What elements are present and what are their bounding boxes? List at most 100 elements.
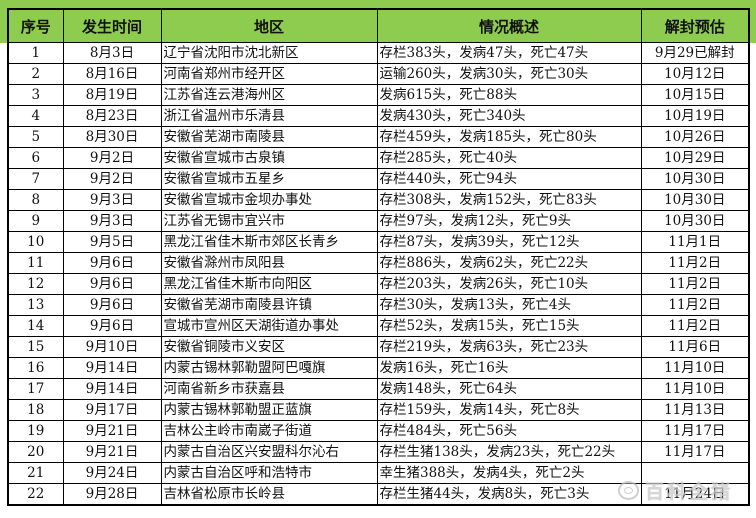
cell-region: 吉林省松原市长岭县 (160, 483, 378, 506)
cell-date: 9月5日 (62, 231, 162, 253)
cell-summary: 存栏87头，发病39头，死亡12头 (376, 231, 642, 253)
cell-date: 9月14日 (62, 378, 162, 400)
cell-date: 9月21日 (62, 420, 162, 442)
table-row: 15 9月10日 安徽省铜陵市义安区 存栏219头，发病63头，死亡23头 11月6日 (7, 336, 750, 358)
cell-estimate (640, 462, 750, 484)
cell-no: 19 (7, 420, 64, 442)
cell-no: 22 (7, 483, 64, 506)
cell-estimate: 9月29已解封 (640, 42, 750, 64)
cell-date: 9月28日 (62, 483, 162, 506)
table-row: 4 8月23日 浙江省温州市乐清县 发病430头，死亡340头 10月19日 (7, 105, 750, 127)
cell-region: 安徽省芜湖市南陵县 (160, 126, 378, 148)
cell-summary: 存栏159头，发病14头，死亡8头 (376, 399, 642, 421)
cell-no: 16 (7, 357, 64, 379)
table-row: 17 9月14日 河南省新乡市获嘉县 发病148头，死亡64头 11月10日 (7, 378, 750, 400)
cell-date: 9月24日 (62, 462, 162, 484)
cell-summary: 存栏440头，死亡94头 (376, 168, 642, 190)
cell-summary: 存栏285头，死亡40头 (376, 147, 642, 169)
cell-no: 13 (7, 294, 64, 316)
cell-summary: 存栏886头，发病62头，死亡22头 (376, 252, 642, 274)
cell-region: 河南省新乡市获嘉县 (160, 378, 378, 400)
cell-summary: 存栏459头，发病185头，死亡80头 (376, 126, 642, 148)
cell-no: 17 (7, 378, 64, 400)
cell-summary: 发病16头，死亡16头 (376, 357, 642, 379)
cell-summary: 存栏383头，发病47头，死亡47头 (376, 42, 642, 64)
table-row: 8 9月3日 安徽省宣城市金坝办事处 存栏308头，发病152头，死亡83头 10月30… (7, 189, 750, 211)
cell-estimate: 10月15日 (640, 84, 750, 106)
cell-date: 9月6日 (62, 294, 162, 316)
table-row: 2 8月16日 河南省郑州市经开区 运输260头，发病30头，死亡30头 10月12日 (7, 63, 750, 85)
cell-date: 8月23日 (62, 105, 162, 127)
table-row: 20 9月21日 内蒙古自治区兴安盟科尔沁右 存栏生猪138头，发病23头，死亡22头… (7, 441, 750, 463)
cell-summary: 存栏生猪138头，发病23头，死亡22头 (376, 441, 642, 463)
cell-estimate: 11月10日 (640, 357, 750, 379)
table-row: 3 8月19日 江苏省连云港海州区 发病615头，死亡88头 10月15日 (7, 84, 750, 106)
table-row: 12 9月6日 黑龙江省佳木斯市向阳区 存栏203头，发病26头，死亡10头 11月2日 (7, 273, 750, 295)
cell-summary: 发病430头，死亡340头 (376, 105, 642, 127)
cell-region: 安徽省宣城市金坝办事处 (160, 189, 378, 211)
cell-estimate: 10月30日 (640, 189, 750, 211)
cell-summary: 存栏30头，发病13头，死亡4头 (376, 294, 642, 316)
cell-no: 11 (7, 252, 64, 274)
cell-date: 9月17日 (62, 399, 162, 421)
table-row: 18 9月17日 内蒙古锡林郭勒盟正蓝旗 存栏159头，发病14头，死亡8头 11月13… (7, 399, 750, 421)
column-header-date: 发生时间 (62, 8, 162, 43)
column-header-no: 序号 (7, 8, 64, 43)
cell-date: 9月6日 (62, 315, 162, 337)
cell-region: 安徽省芜湖市南陵县许镇 (160, 294, 378, 316)
cell-summary: 存栏484头，死亡56头 (376, 420, 642, 442)
cell-no: 5 (7, 126, 64, 148)
cell-no: 14 (7, 315, 64, 337)
cell-region: 安徽省滁州市凤阳县 (160, 252, 378, 274)
column-header-summary: 情况概述 (376, 8, 642, 43)
cell-region: 江苏省无锡市宜兴市 (160, 210, 378, 232)
cell-date: 9月21日 (62, 441, 162, 463)
cell-estimate: 10月30日 (640, 168, 750, 190)
cell-estimate: 10月26日 (640, 126, 750, 148)
cell-no: 6 (7, 147, 64, 169)
cell-estimate: 11月2日 (640, 252, 750, 274)
cell-date: 9月2日 (62, 147, 162, 169)
cell-region: 江苏省连云港海州区 (160, 84, 378, 106)
cell-date: 8月30日 (62, 126, 162, 148)
column-header-estimate: 解封预估 (640, 8, 750, 43)
table-row: 6 9月2日 安徽省宣城市古泉镇 存栏285头，死亡40头 10月29日 (7, 147, 750, 169)
cell-date: 8月3日 (62, 42, 162, 64)
cell-summary: 存栏生猪44头，发病8头，死亡3头 (376, 483, 642, 506)
cell-summary: 存栏203头，发病26头，死亡10头 (376, 273, 642, 295)
cell-estimate: 10月19日 (640, 105, 750, 127)
table-row: 21 9月24日 内蒙古自治区呼和浩特市 幸生猪388头，发病4头，死亡2头 (7, 462, 750, 484)
table-row: 16 9月14日 内蒙古锡林郭勒盟阿巴嘎旗 发病16头，死亡16头 11月10日 (7, 357, 750, 379)
cell-estimate: 11月13日 (640, 399, 750, 421)
column-header-region: 地区 (160, 8, 378, 43)
cell-date: 9月6日 (62, 252, 162, 274)
table-row: 7 9月2日 安徽省宣城市五星乡 存栏440头，死亡94头 10月30日 (7, 168, 750, 190)
cell-estimate: 11月17日 (640, 420, 750, 442)
cell-estimate: 10月29日 (640, 147, 750, 169)
cell-summary: 存栏308头，发病152头，死亡83头 (376, 189, 642, 211)
cell-estimate: 11月1日 (640, 231, 750, 253)
cell-date: 9月10日 (62, 336, 162, 358)
cell-summary: 发病615头，死亡88头 (376, 84, 642, 106)
cell-date: 9月6日 (62, 273, 162, 295)
cell-region: 内蒙古锡林郭勒盟阿巴嘎旗 (160, 357, 378, 379)
cell-region: 黑龙江省佳木斯市向阳区 (160, 273, 378, 295)
table-row: 19 9月21日 吉林公主岭市南崴子街道 存栏484头，死亡56头 11月17日 (7, 420, 750, 442)
cell-region: 安徽省宣城市古泉镇 (160, 147, 378, 169)
table-row: 13 9月6日 安徽省芜湖市南陵县许镇 存栏30头，发病13头，死亡4头 11月2日 (7, 294, 750, 316)
cell-region: 辽宁省沈阳市沈北新区 (160, 42, 378, 64)
cell-estimate: 11月17日 (640, 441, 750, 463)
cell-region: 内蒙古自治区呼和浩特市 (160, 462, 378, 484)
cell-date: 9月3日 (62, 189, 162, 211)
cell-region: 宣城市宣州区天湖街道办事处 (160, 315, 378, 337)
cell-summary: 幸生猪388头，发病4头，死亡2头 (376, 462, 642, 484)
cell-summary: 发病148头，死亡64头 (376, 378, 642, 400)
cell-no: 4 (7, 105, 64, 127)
cell-region: 安徽省铜陵市义安区 (160, 336, 378, 358)
cell-date: 9月2日 (62, 168, 162, 190)
cell-no: 9 (7, 210, 64, 232)
cell-no: 3 (7, 84, 64, 106)
cell-summary: 运输260头，发病30头，死亡30头 (376, 63, 642, 85)
outbreak-table: 序号 发生时间 地区 情况概述 解封预估 1 8月3日 辽宁省沈阳市沈北新区 存栏383头，发… (7, 8, 750, 506)
table-row: 9 9月3日 江苏省无锡市宜兴市 存栏97头，发病12头，死亡9头 10月30日 (7, 210, 750, 232)
